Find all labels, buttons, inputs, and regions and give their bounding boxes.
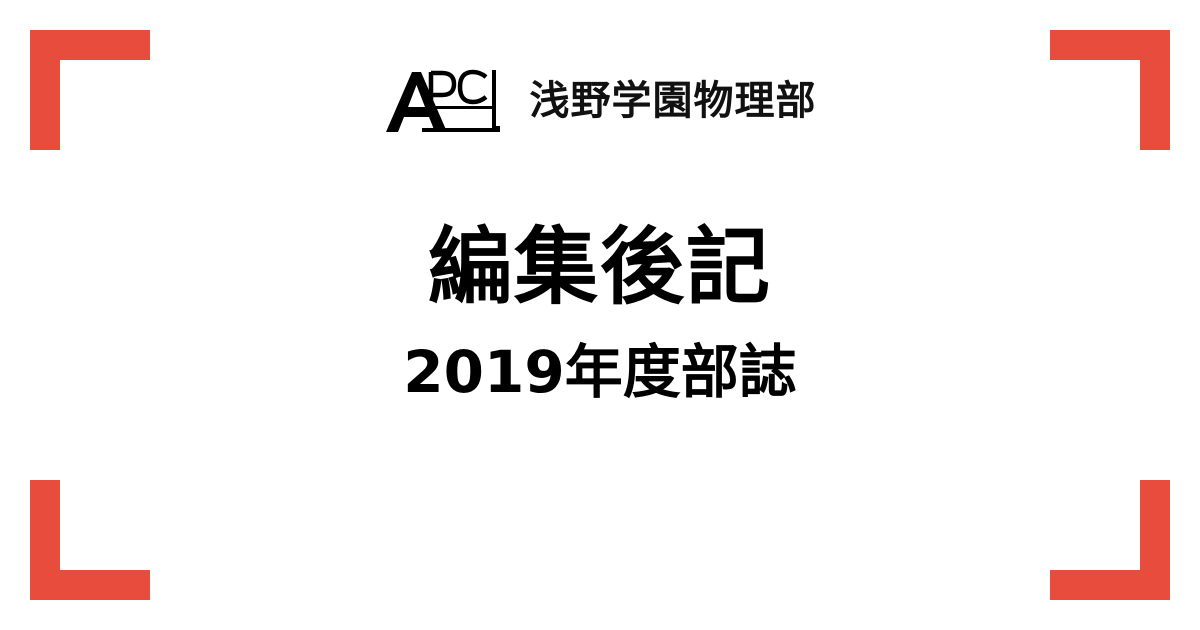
- corner-bar: [1140, 30, 1170, 150]
- corner-bracket-top-left: [30, 30, 150, 150]
- corner-bar: [30, 480, 60, 600]
- corner-bracket-top-right: [1050, 30, 1170, 150]
- corner-bracket-bottom-left: [30, 480, 150, 600]
- header: 浅野学園物理部: [0, 66, 1200, 136]
- page-title: 編集後記: [427, 218, 772, 316]
- corner-bar: [1140, 480, 1170, 600]
- corner-bracket-bottom-right: [1050, 480, 1170, 600]
- corner-bar: [30, 30, 60, 150]
- page-subtitle: 2019年度部誌: [403, 338, 797, 406]
- club-name: 浅野学園物理部: [529, 78, 817, 124]
- apc-logo: [385, 69, 500, 132]
